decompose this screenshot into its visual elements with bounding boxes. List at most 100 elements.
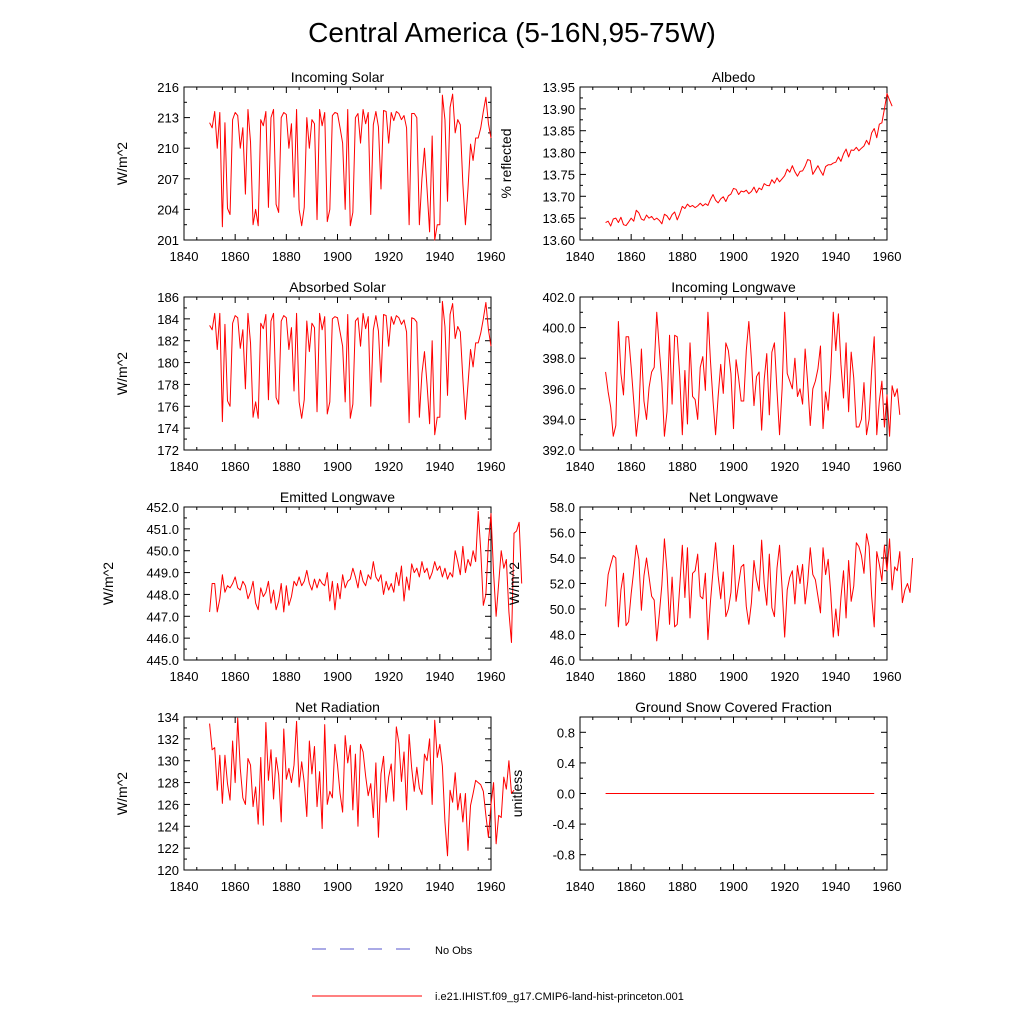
y-axis-label: W/m^2 bbox=[506, 562, 522, 605]
y-tick-label: 394.0 bbox=[542, 412, 575, 427]
x-tick-label: 1880 bbox=[272, 669, 301, 684]
y-tick-label: 124 bbox=[157, 819, 179, 834]
y-tick-label: 207 bbox=[157, 172, 179, 187]
y-tick-label: 132 bbox=[157, 732, 179, 747]
chart-title: Incoming Solar bbox=[291, 69, 385, 85]
x-tick-label: 1920 bbox=[374, 459, 403, 474]
y-tick-label: 182 bbox=[157, 334, 179, 349]
y-tick-label: 52.0 bbox=[550, 577, 575, 592]
y-axis-label: unitless bbox=[509, 770, 525, 817]
x-tick-label: 1960 bbox=[477, 459, 506, 474]
x-tick-label: 1860 bbox=[221, 879, 250, 894]
x-tick-label: 1940 bbox=[821, 669, 850, 684]
y-tick-label: 46.0 bbox=[550, 653, 575, 668]
x-tick-label: 1960 bbox=[873, 459, 902, 474]
y-tick-label: -0.8 bbox=[553, 848, 575, 863]
y-tick-label: 451.0 bbox=[146, 522, 179, 537]
x-tick-label: 1840 bbox=[566, 249, 595, 264]
x-tick-label: 1860 bbox=[221, 249, 250, 264]
legend: No Obs i.e21.IHIST.f09_g17.CMIP6-land-hi… bbox=[312, 945, 684, 1003]
y-tick-label: 204 bbox=[157, 202, 179, 217]
chart-panel-8: Ground Snow Covered Fraction 1840 1860 1880… bbox=[509, 699, 901, 894]
x-tick-label: 1940 bbox=[821, 879, 850, 894]
y-tick-label: 130 bbox=[157, 754, 179, 769]
y-tick-label: 0.4 bbox=[557, 756, 575, 771]
x-tick-label: 1960 bbox=[477, 879, 506, 894]
x-tick-label: 1860 bbox=[617, 879, 646, 894]
y-tick-label: 178 bbox=[157, 377, 179, 392]
y-tick-label: 48.0 bbox=[550, 628, 575, 643]
y-tick-label: 400.0 bbox=[542, 321, 575, 336]
x-tick-label: 1860 bbox=[221, 459, 250, 474]
x-tick-label: 1860 bbox=[221, 669, 250, 684]
y-tick-label: 56.0 bbox=[550, 526, 575, 541]
y-tick-label: 58.0 bbox=[550, 500, 575, 515]
x-tick-label: 1940 bbox=[425, 879, 454, 894]
x-tick-label: 1880 bbox=[668, 669, 697, 684]
x-tick-label: 1940 bbox=[425, 669, 454, 684]
x-tick-label: 1900 bbox=[719, 669, 748, 684]
y-tick-label: 446.0 bbox=[146, 631, 179, 646]
chart-panel-2: Albedo 1840 1860 1880 1900 1920 1940 1960 13.60 1… bbox=[498, 69, 901, 264]
y-tick-label: 174 bbox=[157, 421, 179, 436]
chart-title: Ground Snow Covered Fraction bbox=[635, 699, 832, 715]
y-tick-label: 447.0 bbox=[146, 609, 179, 624]
x-tick-label: 1880 bbox=[668, 879, 697, 894]
x-tick-label: 1900 bbox=[323, 249, 352, 264]
plot-frame bbox=[579, 506, 888, 661]
y-tick-label: 396.0 bbox=[542, 382, 575, 397]
x-tick-label: 1840 bbox=[566, 459, 595, 474]
legend-label-model: i.e21.IHIST.f09_g17.CMIP6-land-hist-prin… bbox=[435, 991, 684, 1003]
x-tick-label: 1920 bbox=[770, 879, 799, 894]
x-tick-label: 1940 bbox=[821, 459, 850, 474]
y-tick-label: 50.0 bbox=[550, 602, 575, 617]
y-tick-label: 445.0 bbox=[146, 653, 179, 668]
y-tick-label: 452.0 bbox=[146, 500, 179, 515]
series-line-1 bbox=[209, 93, 492, 241]
y-tick-label: 201 bbox=[157, 233, 179, 248]
x-tick-label: 1920 bbox=[374, 879, 403, 894]
x-tick-label: 1900 bbox=[323, 669, 352, 684]
x-tick-label: 1960 bbox=[477, 249, 506, 264]
plot-frame bbox=[183, 86, 492, 241]
y-tick-label: 13.80 bbox=[542, 146, 575, 161]
x-tick-label: 1900 bbox=[719, 879, 748, 894]
y-tick-label: 402.0 bbox=[542, 290, 575, 305]
y-axis-label: W/m^2 bbox=[114, 142, 130, 185]
y-tick-label: 128 bbox=[157, 776, 179, 791]
x-tick-label: 1900 bbox=[719, 249, 748, 264]
y-tick-label: 0.0 bbox=[557, 787, 575, 802]
figure-title: Central America (5-16N,95-75W) bbox=[308, 17, 716, 48]
y-tick-label: 448.0 bbox=[146, 587, 179, 602]
x-tick-label: 1900 bbox=[323, 459, 352, 474]
x-tick-label: 1880 bbox=[668, 249, 697, 264]
series-line-1 bbox=[209, 300, 492, 436]
x-tick-label: 1880 bbox=[272, 879, 301, 894]
y-tick-label: 0.8 bbox=[557, 725, 575, 740]
x-tick-label: 1960 bbox=[873, 669, 902, 684]
x-tick-label: 1840 bbox=[170, 669, 199, 684]
chart-panel-7: Net Radiation 1840 1860 1880 1900 1920 1940 196… bbox=[114, 699, 515, 894]
x-tick-label: 1840 bbox=[566, 879, 595, 894]
chart-panel-3: Absorbed Solar 1840 1860 1880 1900 1920 1940 19… bbox=[114, 279, 505, 474]
x-tick-label: 1840 bbox=[566, 669, 595, 684]
y-tick-label: 213 bbox=[157, 111, 179, 126]
x-tick-label: 1900 bbox=[719, 459, 748, 474]
chart-title: Net Radiation bbox=[295, 699, 380, 715]
x-tick-label: 1880 bbox=[272, 249, 301, 264]
y-axis-label: W/m^2 bbox=[114, 352, 130, 395]
series-line-1 bbox=[605, 311, 901, 437]
x-tick-label: 1940 bbox=[425, 459, 454, 474]
series-line-1 bbox=[209, 717, 515, 857]
y-tick-label: 450.0 bbox=[146, 544, 179, 559]
y-tick-label: 134 bbox=[157, 710, 179, 725]
series-line-1 bbox=[605, 93, 893, 227]
y-tick-label: 216 bbox=[157, 80, 179, 95]
y-tick-label: 398.0 bbox=[542, 351, 575, 366]
y-axis-label: % reflected bbox=[498, 128, 514, 198]
x-tick-label: 1860 bbox=[617, 459, 646, 474]
y-tick-label: 392.0 bbox=[542, 443, 575, 458]
x-tick-label: 1920 bbox=[770, 669, 799, 684]
x-tick-label: 1900 bbox=[323, 879, 352, 894]
x-tick-label: 1960 bbox=[873, 879, 902, 894]
